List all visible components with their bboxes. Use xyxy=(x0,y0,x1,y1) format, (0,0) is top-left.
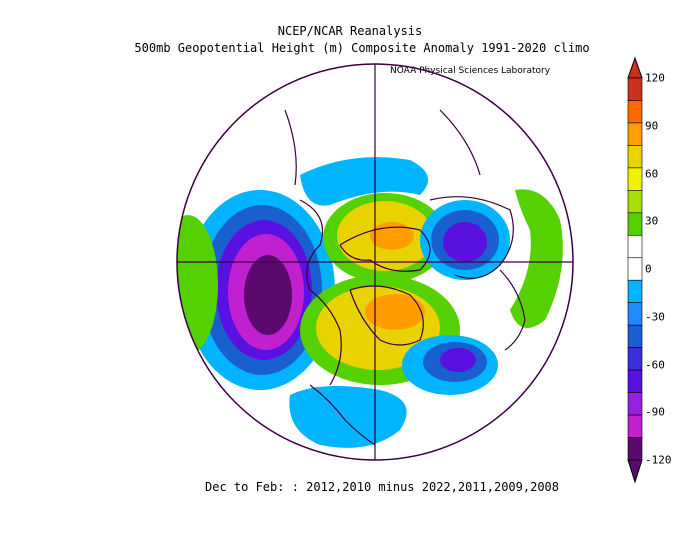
colorbar-segment xyxy=(627,324,643,348)
anomaly-neg-atlantic-core xyxy=(440,348,476,372)
chart-title: NCEP/NCAR Reanalysis xyxy=(277,24,423,38)
colorbar-segment xyxy=(627,234,643,259)
colorbar-tick-label: -60 xyxy=(645,358,665,371)
anomaly-pos-canada-core xyxy=(365,294,425,330)
colorbar-segment xyxy=(627,414,643,438)
colorbar-arrow-top xyxy=(627,56,643,79)
colorbar-segment xyxy=(627,302,643,326)
colorbar-segment xyxy=(627,437,643,461)
colorbar-segment xyxy=(627,369,643,393)
colorbar-segment xyxy=(627,167,643,191)
colorbar-tick-label: -120 xyxy=(645,453,672,467)
colorbar-segment xyxy=(627,279,643,304)
credit-label: NOAA Physical Sciences Laboratory xyxy=(390,66,551,76)
colorbar-tick-label: 30 xyxy=(645,214,659,228)
anomaly-neg-south xyxy=(289,386,407,448)
coastlines xyxy=(284,109,526,446)
colorbar-tick-label: -30 xyxy=(645,310,665,324)
footer-caption: Dec to Feb: : 2012,2010 minus 2022,2011,… xyxy=(205,480,560,494)
anomaly-pos-europe xyxy=(510,189,563,328)
colorbar-tick-label: -90 xyxy=(645,405,665,419)
colorbar-segment xyxy=(627,257,643,281)
anomaly-neg-siberia-core xyxy=(443,222,487,262)
anomaly-neg-arctic xyxy=(300,157,428,206)
colorbar-tick-label: 60 xyxy=(645,167,659,180)
colorbar-segment xyxy=(627,392,643,416)
colorbar-segment xyxy=(627,100,643,124)
colorbar-tick-label: 0 xyxy=(645,262,652,276)
colorbar-segment xyxy=(627,77,643,101)
colorbar-segment xyxy=(627,347,643,371)
colorbar-segment xyxy=(627,212,643,236)
colorbar-tick-label: 120 xyxy=(645,71,665,85)
colorbar xyxy=(627,56,643,484)
colorbar-segment xyxy=(627,122,643,146)
colorbar-segment xyxy=(627,145,643,169)
colorbar-tick-label: 90 xyxy=(645,119,659,133)
colorbar-arrow-bottom xyxy=(627,459,643,484)
chart-subtitle: 500mb Geopotential Height (m) Composite … xyxy=(134,41,590,55)
anomaly-pos-west xyxy=(177,215,218,355)
colorbar-segment xyxy=(627,190,643,214)
anomaly-field xyxy=(177,109,563,448)
anomaly-pos-greenland-core xyxy=(370,222,414,250)
anomaly-neg-pacific-core xyxy=(244,255,292,335)
